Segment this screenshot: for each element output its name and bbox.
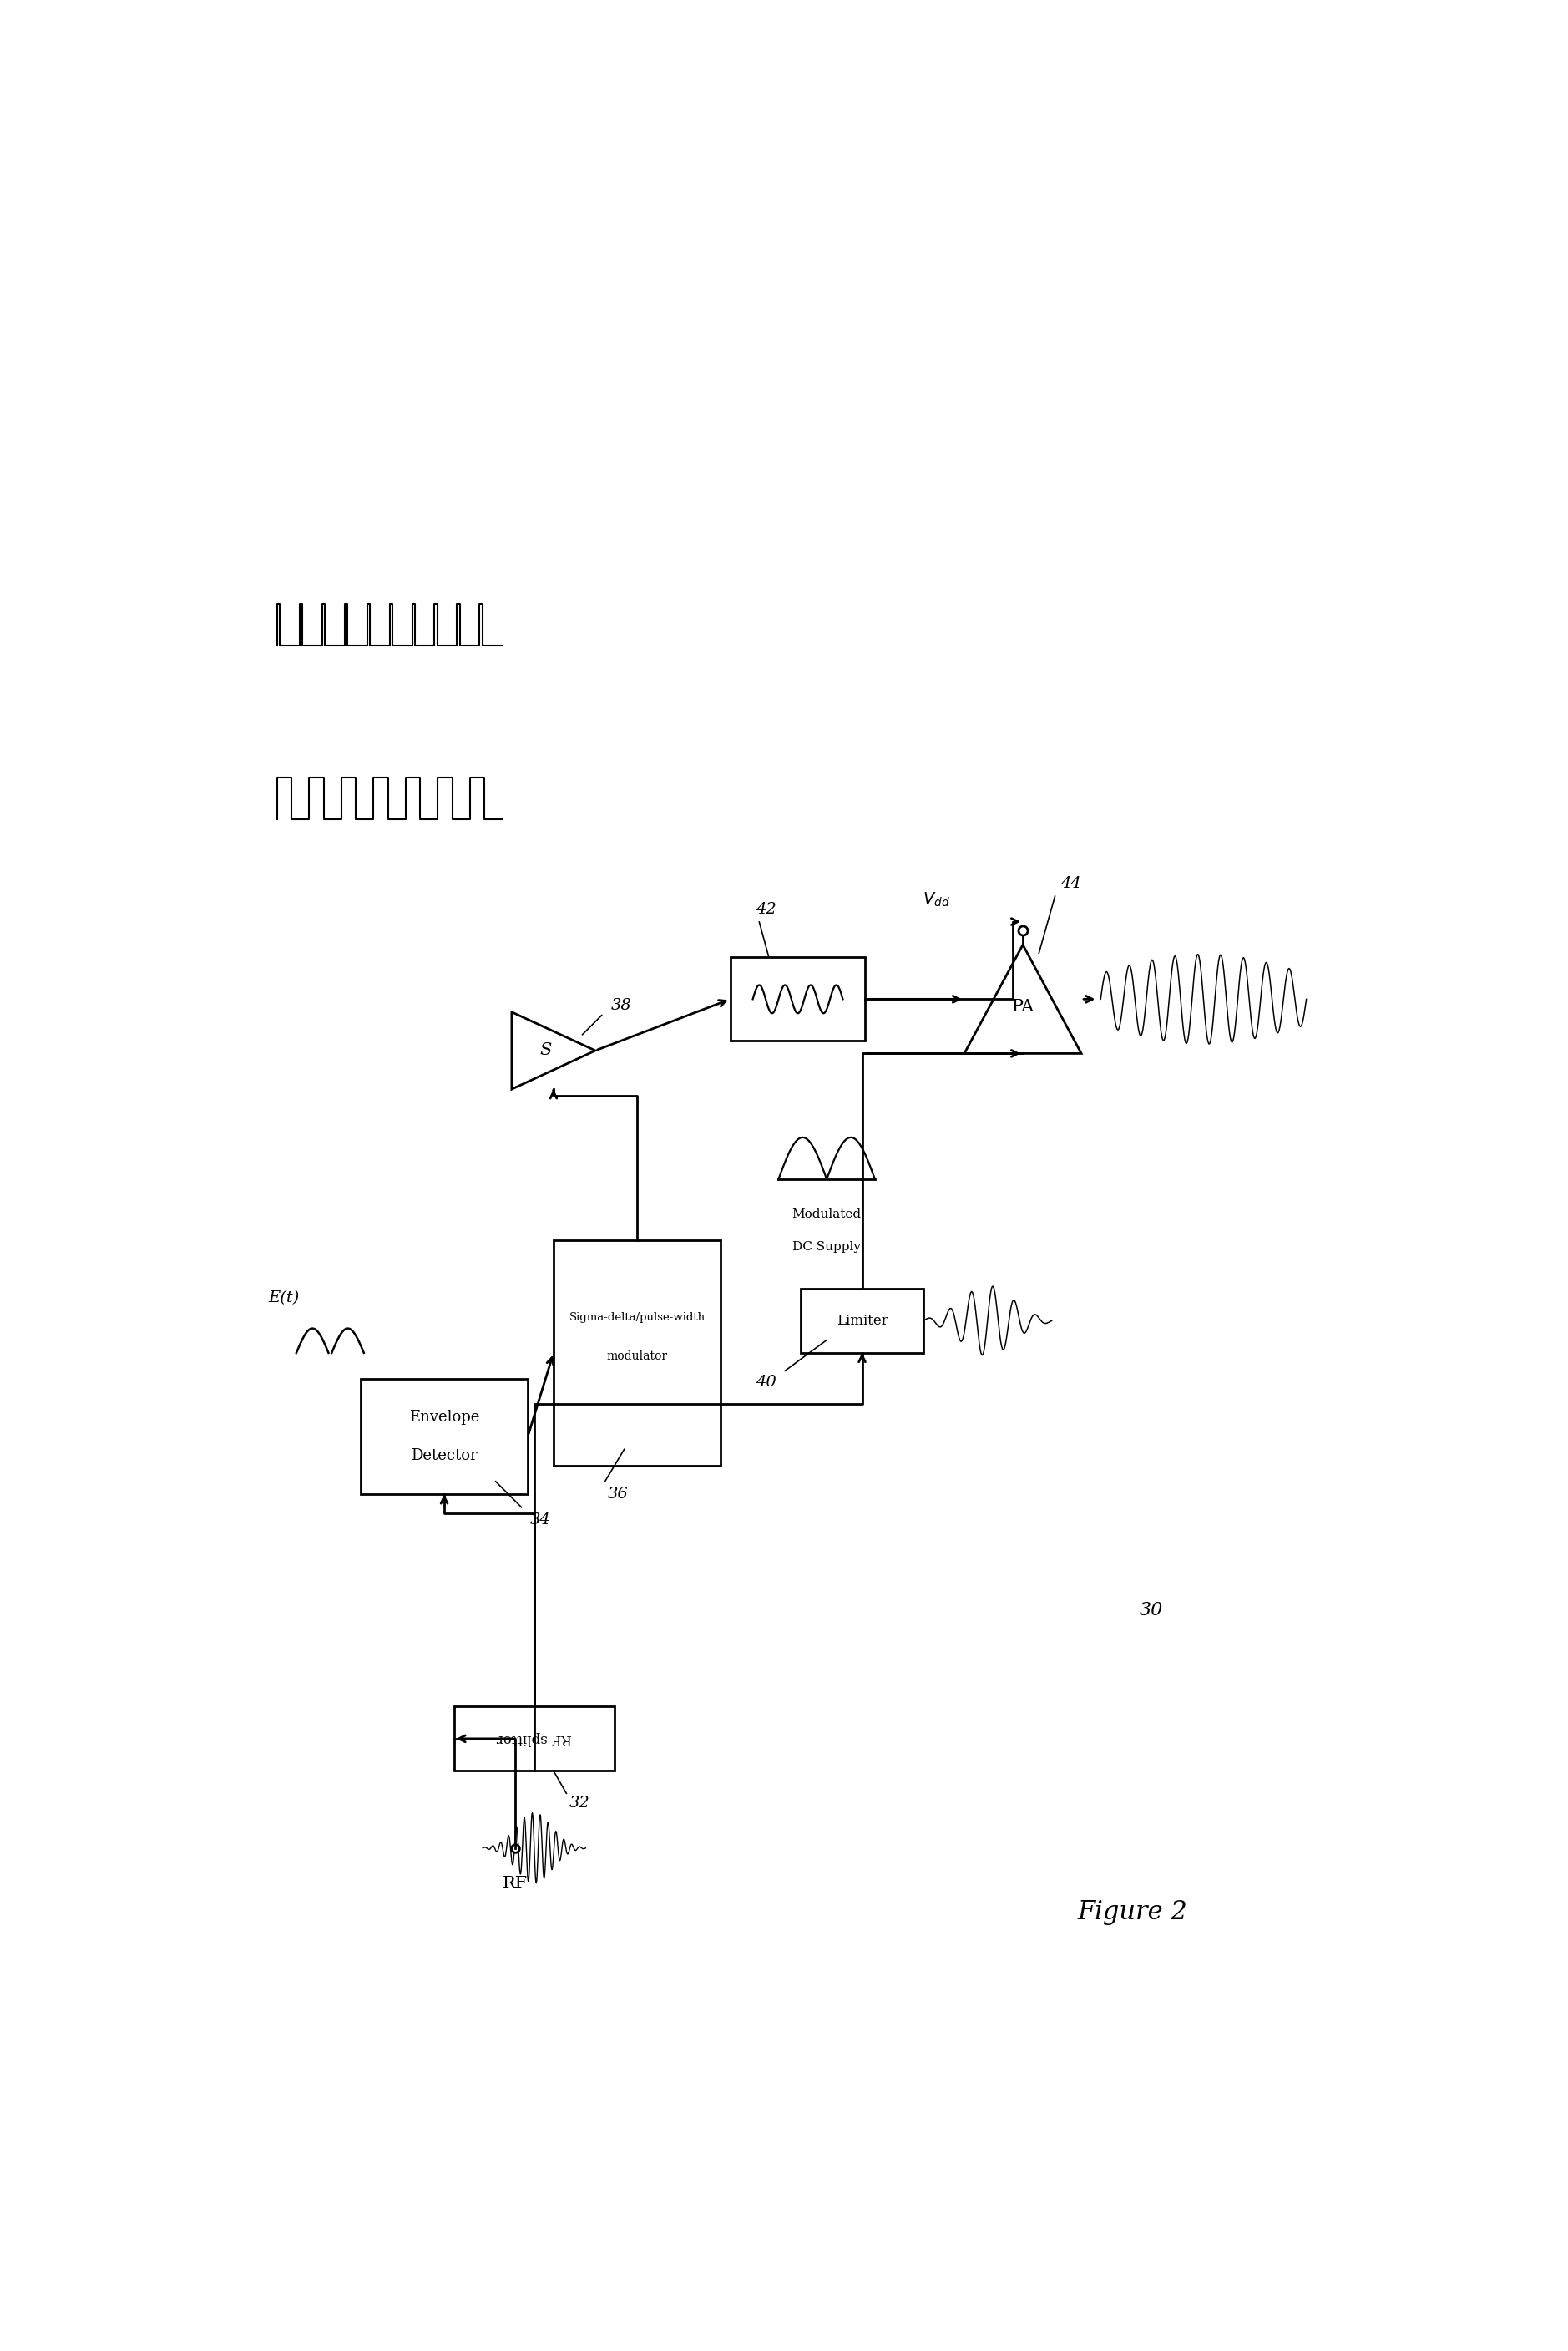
Text: 32: 32 — [569, 1796, 590, 1810]
Text: Envelope: Envelope — [409, 1411, 480, 1425]
Text: modulator: modulator — [607, 1349, 668, 1361]
Text: $V_{dd}$: $V_{dd}$ — [922, 891, 950, 907]
Bar — [731, 957, 866, 1041]
Bar — [361, 1378, 528, 1495]
Text: RF splitter: RF splitter — [497, 1733, 572, 1747]
Text: Detector: Detector — [411, 1448, 478, 1462]
Text: E(t): E(t) — [268, 1291, 299, 1305]
Text: 40: 40 — [756, 1375, 776, 1389]
Text: DC Supply: DC Supply — [792, 1241, 861, 1253]
Bar — [453, 1707, 615, 1770]
Text: Limiter: Limiter — [836, 1314, 887, 1328]
Text: Figure 2: Figure 2 — [1077, 1900, 1187, 1925]
Bar — [554, 1241, 721, 1465]
Text: PA: PA — [1011, 999, 1035, 1016]
Text: RF: RF — [502, 1876, 527, 1890]
Text: 34: 34 — [530, 1512, 550, 1528]
Text: 36: 36 — [607, 1486, 629, 1502]
Bar — [801, 1288, 924, 1352]
Text: 30: 30 — [1140, 1601, 1163, 1620]
Text: 38: 38 — [610, 999, 632, 1013]
Text: Modulated: Modulated — [792, 1208, 861, 1220]
Text: 44: 44 — [1060, 877, 1082, 891]
Text: S: S — [539, 1041, 552, 1058]
Text: 42: 42 — [756, 900, 776, 917]
Text: Sigma-delta/pulse-width: Sigma-delta/pulse-width — [569, 1312, 706, 1324]
